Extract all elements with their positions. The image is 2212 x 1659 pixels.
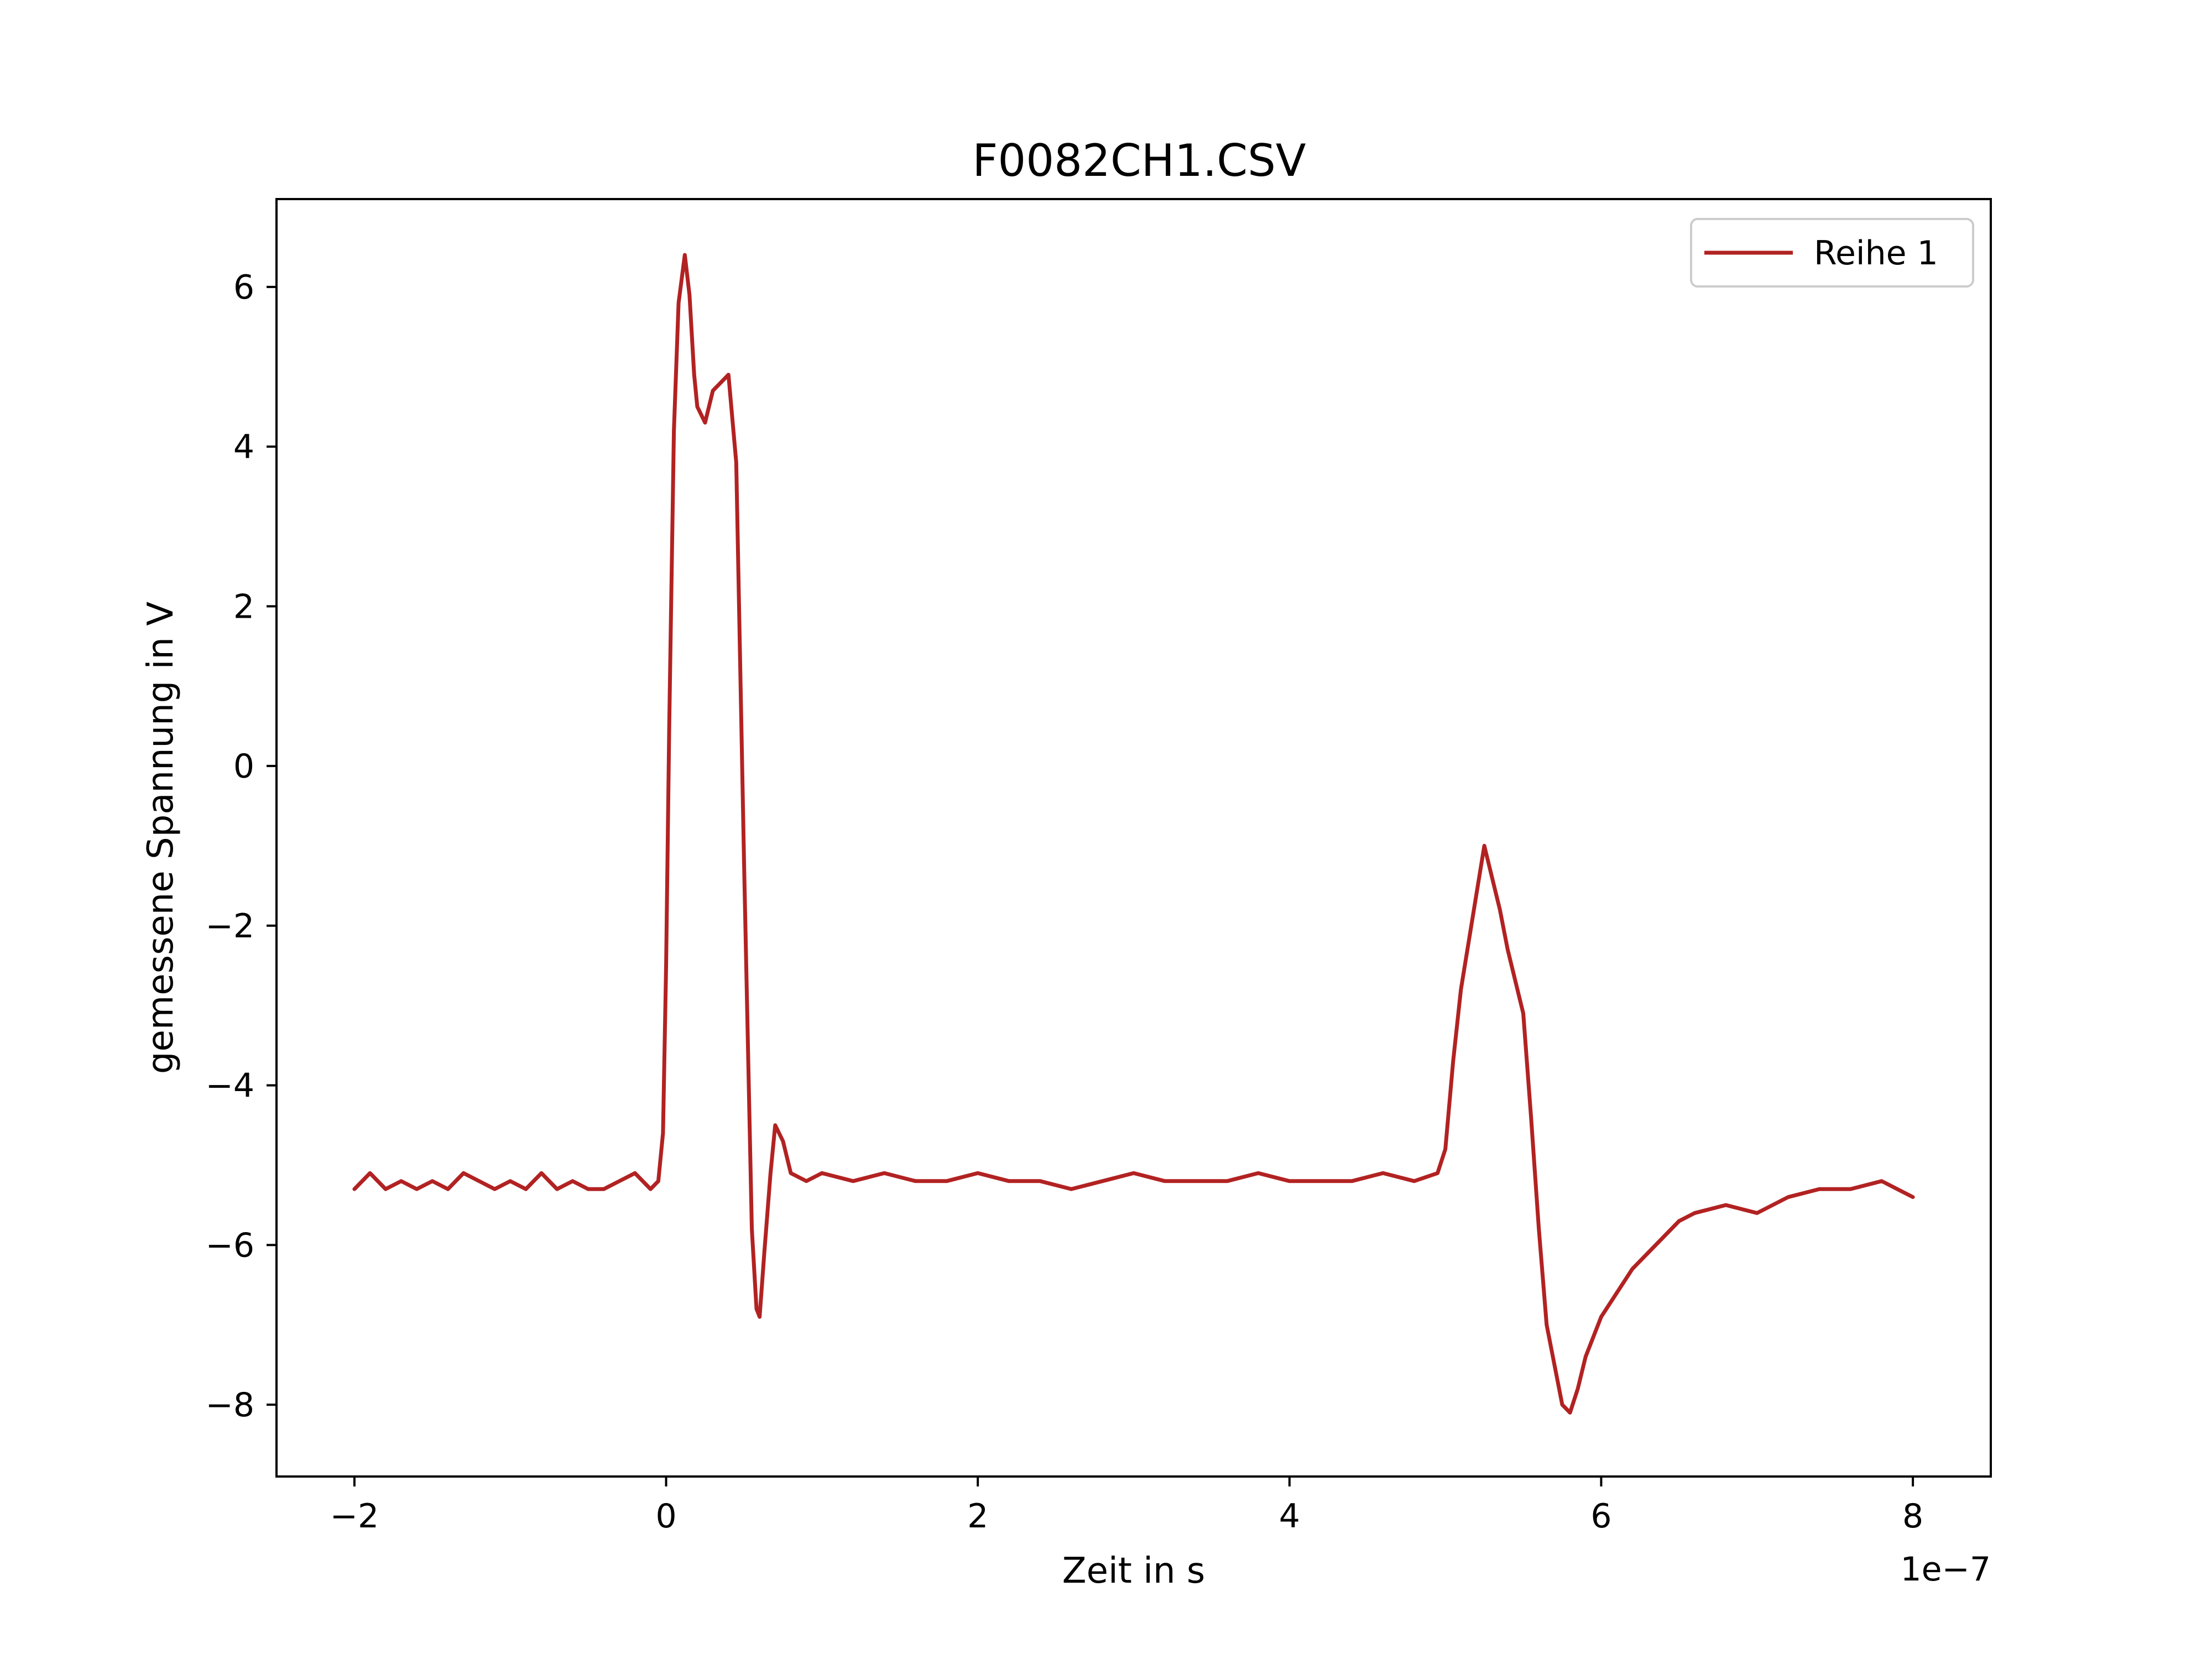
x-tick-label: 6 [1590,1497,1611,1536]
x-tick-label: 2 [967,1497,988,1536]
legend-box [1690,218,1974,288]
y-axis-label: gemessene Spannung in V [140,602,181,1074]
y-tick-label: −6 [206,1226,254,1265]
legend-label-reihe-1: Reihe 1 [1814,234,1938,273]
x-axis-label: Zeit in s [1062,1551,1205,1592]
x-axis-offset-text: 1e−7 [1900,1550,1991,1589]
y-tick-label: −8 [206,1386,254,1425]
x-tick-label: 0 [655,1497,676,1536]
y-tick-label: 2 [233,587,254,626]
y-tick-label: −4 [206,1067,254,1105]
plot-frame [275,198,1992,1478]
chart-title: F0082CH1.CSV [972,135,1306,186]
plot-area [275,198,1992,1478]
y-tick-label: 0 [233,747,254,786]
y-tick-label: −2 [206,907,254,946]
x-tick-label: −2 [330,1497,379,1536]
x-tick-label: 4 [1279,1497,1300,1536]
y-axis-ticks: −8 −6 −4 −2 0 2 4 6 [206,268,276,1425]
y-tick-label: 4 [233,428,254,467]
legend: Reihe 1 [1690,218,1974,288]
x-axis-ticks: −2 0 2 4 6 8 [330,1477,1923,1536]
x-tick-label: 8 [1902,1497,1923,1536]
y-tick-label: 6 [233,268,254,307]
series-line-reihe-1 [352,253,1915,1415]
